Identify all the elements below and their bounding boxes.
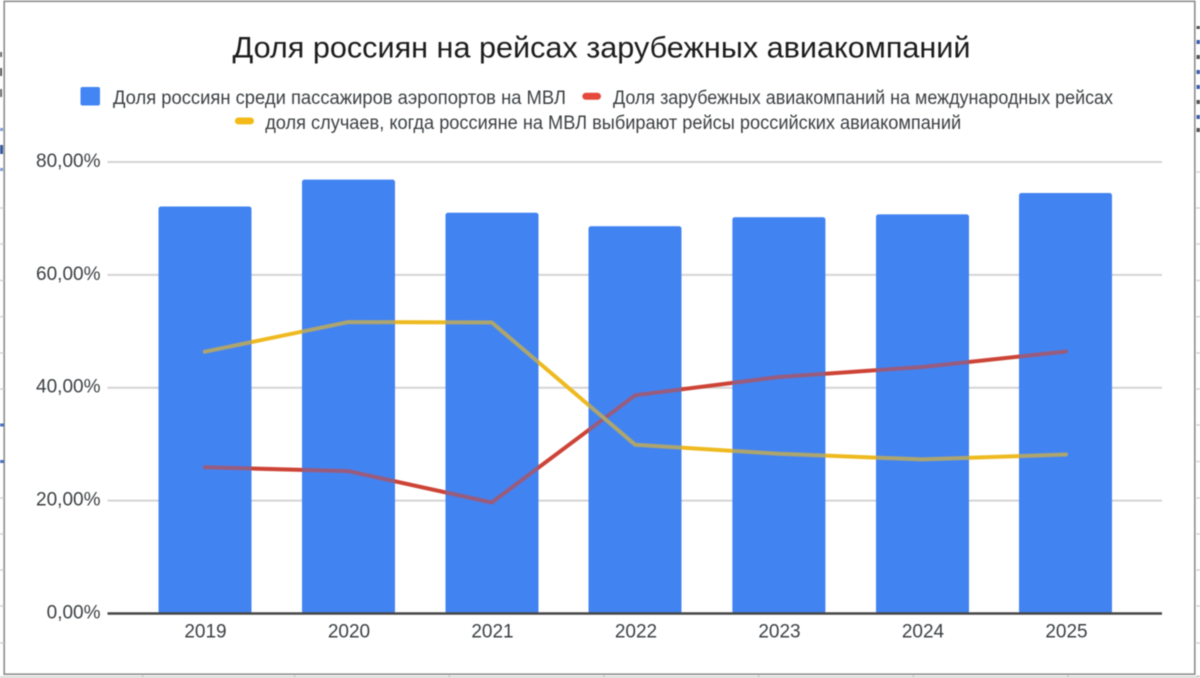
svg-text:80,00%: 80,00% [36, 151, 101, 172]
svg-text:Доля россиян среди пассажиров: Доля россиян среди пассажиров аэропортов… [113, 88, 566, 109]
svg-text:2020: 2020 [328, 621, 370, 642]
svg-text:Доля россиян на рейсах зарубеж: Доля россиян на рейсах зарубежных авиако… [233, 32, 971, 65]
svg-text:20,00%: 20,00% [36, 490, 101, 511]
svg-text:2025: 2025 [1045, 621, 1087, 642]
svg-text:Доля зарубежных авиакомпаний н: Доля зарубежных авиакомпаний на междунар… [613, 88, 1113, 109]
svg-text:60,00%: 60,00% [36, 264, 101, 285]
svg-text:2022: 2022 [615, 621, 657, 642]
svg-text:2024: 2024 [902, 621, 945, 642]
svg-text:доля случаев, когда россияне н: доля случаев, когда россияне на МВЛ выби… [265, 113, 961, 134]
svg-text:2021: 2021 [471, 621, 513, 642]
svg-text:2019: 2019 [184, 621, 226, 642]
svg-text:0,00%: 0,00% [47, 602, 101, 623]
svg-text:40,00%: 40,00% [36, 377, 101, 398]
svg-text:2023: 2023 [758, 621, 800, 642]
